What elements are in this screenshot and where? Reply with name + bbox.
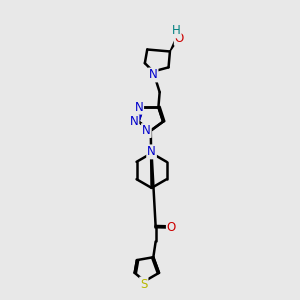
Text: S: S <box>140 278 148 290</box>
Polygon shape <box>170 39 178 52</box>
Text: H: H <box>172 24 181 38</box>
Text: N: N <box>147 146 156 158</box>
Text: O: O <box>175 32 184 45</box>
Text: N: N <box>142 124 151 137</box>
Text: N: N <box>134 101 143 114</box>
Text: N: N <box>130 115 138 128</box>
Text: N: N <box>149 68 158 82</box>
Text: O: O <box>167 221 176 234</box>
